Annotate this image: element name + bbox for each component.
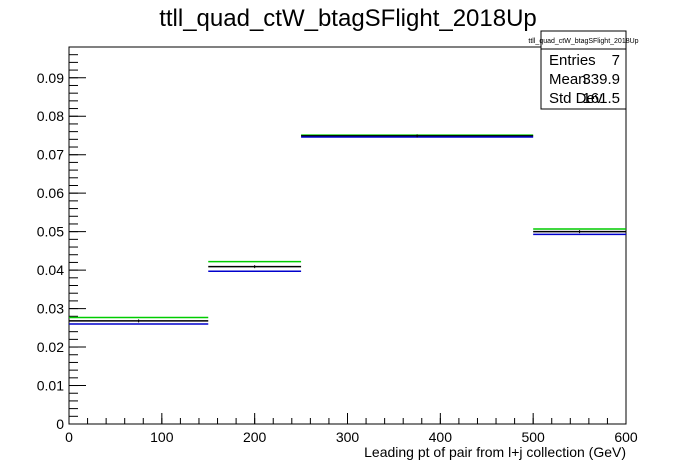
stats-mean-value: 339.9: [582, 71, 620, 88]
x-tick-label: 500: [521, 429, 545, 445]
y-tick-label: 0: [56, 416, 64, 432]
y-tick-label: 0.02: [37, 339, 64, 355]
histogram-bins: [69, 134, 626, 325]
stats-stddev-value: 161.5: [582, 90, 620, 107]
chart-title: ttll_quad_ctW_btagSFlight_2018Up: [159, 5, 537, 32]
stats-box-title: ttll_quad_ctW_btagSFlight_2018Up: [528, 38, 638, 45]
y-tick-label: 0.01: [37, 378, 64, 394]
stats-box-frame: [540, 30, 627, 110]
y-tick-label: 0.09: [37, 70, 64, 86]
stats-stddev-label: Std Dev: [549, 90, 603, 107]
stats-entries-label: Entries: [549, 52, 596, 69]
y-tick-label: 0.06: [37, 185, 64, 201]
y-tick-label: 0.08: [37, 108, 64, 124]
x-axis-label: Leading pt of pair from l+j collection (…: [364, 444, 626, 460]
axes: 0 100 200 300 400 500 600 0 0.01 0.02 0.03 0.04 0.05…: [37, 46, 638, 445]
x-tick-label: 0: [65, 429, 73, 445]
x-tick-label: 600: [614, 429, 638, 445]
stats-mean-label: Mean: [549, 71, 587, 88]
y-tick-label: 0.04: [37, 262, 64, 278]
x-tick-label: 200: [243, 429, 267, 445]
x-tick-label: 300: [336, 429, 360, 445]
stats-entries-value: 7: [612, 52, 620, 69]
y-tick-label: 0.07: [37, 147, 64, 163]
y-tick-label: 0.03: [37, 301, 64, 317]
stats-box: ttll_quad_ctW_btagSFlight_2018Up Entries…: [528, 30, 639, 110]
x-tick-label: 100: [150, 429, 174, 445]
y-tick-label: 0.05: [37, 224, 64, 240]
x-tick-label: 400: [429, 429, 453, 445]
